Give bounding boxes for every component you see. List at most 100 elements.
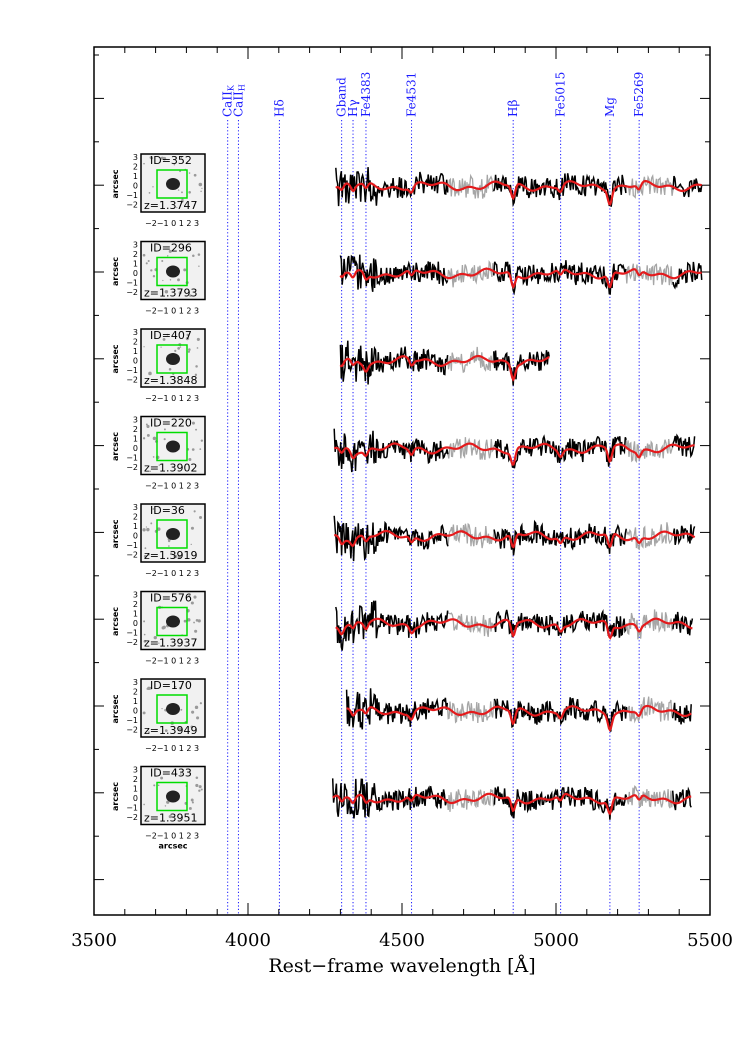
stamp-y-tick-label: 0 (133, 707, 138, 716)
stamp-y-axis-label: arcsec (111, 607, 120, 636)
slit-box (156, 169, 188, 199)
stamp-y-tick-label: 1 (133, 697, 138, 706)
spectral-line-label: Fe5269 (632, 72, 646, 117)
background-source (167, 539, 171, 543)
masked-spectrum-segment (625, 173, 674, 199)
background-source (168, 367, 172, 371)
stamp-y-tick-label: 2 (133, 513, 138, 522)
stamp-y-tick-label: −2 (126, 813, 138, 822)
background-source (147, 686, 151, 691)
stamp-y-tick-label: 3 (133, 416, 138, 425)
stamp-y-tick-label: 3 (133, 591, 138, 600)
masked-spectrum-segment (625, 522, 674, 551)
background-source (157, 784, 160, 787)
background-source (144, 547, 147, 550)
background-source (191, 421, 195, 425)
spectral-line-label: CaIIK (221, 84, 236, 117)
background-source (190, 725, 194, 729)
background-source (200, 190, 202, 193)
stamp-y-axis-label: arcsec (111, 432, 120, 461)
observed-spectrum-segment (671, 702, 692, 725)
masked-spectrum-segment (625, 439, 674, 463)
galaxy-redshift: z=1.3951 (144, 812, 197, 825)
stamp-y-tick-label: 0 (133, 444, 138, 453)
stamp-y-tick-label: 0 (133, 794, 138, 803)
background-source (153, 784, 156, 787)
x-tick-label: 4000 (225, 930, 271, 951)
spectral-line-label: Gband (335, 77, 349, 117)
background-source (178, 291, 182, 295)
masked-spectrum-segment (625, 785, 674, 809)
background-source (199, 448, 202, 451)
background-source (180, 156, 183, 159)
background-source (199, 515, 203, 519)
background-source (195, 365, 198, 368)
background-source (194, 705, 199, 710)
observed-spectrum-segment (345, 688, 449, 730)
stamp-y-tick-label: 3 (133, 678, 138, 687)
stamp-y-tick-label: 1 (133, 610, 138, 619)
x-axis-label: Rest−frame wavelength [Å] (268, 955, 535, 977)
stamp-y-tick-label: −1 (126, 454, 138, 463)
stamp-y-tick-label: 1 (133, 435, 138, 444)
spectral-line-label: Mg (603, 97, 617, 117)
galaxy-redshift: z=1.3793 (144, 287, 197, 300)
stamp-x-tick-labels: −2−1 0 1 2 3 (145, 657, 199, 666)
background-source (164, 729, 168, 733)
background-source (198, 785, 202, 789)
observed-spectrum-segment (671, 524, 696, 546)
background-source (147, 731, 150, 734)
galaxy-image (166, 528, 180, 540)
background-source (187, 618, 191, 622)
background-source (183, 619, 187, 623)
observed-spectrum-segment (493, 519, 627, 556)
stamp-y-axis-label: arcsec (111, 519, 120, 548)
background-source (164, 805, 167, 807)
background-source (188, 816, 190, 818)
galaxy-id: ID=576 (150, 592, 192, 605)
background-source (161, 708, 163, 710)
background-source (142, 528, 146, 532)
background-source (178, 686, 182, 690)
slit-box (156, 694, 188, 724)
background-source (173, 379, 177, 383)
observed-spectrum-segment (493, 350, 550, 386)
background-source (183, 268, 187, 272)
background-source (145, 262, 148, 265)
background-source (163, 428, 166, 431)
galaxy-id: ID=407 (150, 329, 192, 342)
galaxy-image (166, 790, 180, 803)
background-source (195, 428, 198, 431)
stamp-y-tick-label: 2 (133, 775, 138, 784)
x-tick-label: 3500 (71, 930, 117, 951)
background-source (174, 686, 177, 688)
background-source (189, 294, 192, 297)
background-source (190, 526, 194, 530)
background-source (191, 801, 194, 804)
masked-spectrum-segment (447, 522, 495, 549)
background-source (160, 776, 164, 780)
stamp-y-tick-label: 2 (133, 600, 138, 609)
model-spectrum (339, 267, 703, 289)
background-source (143, 803, 145, 806)
stamp-y-tick-label: −1 (126, 191, 138, 200)
slit-box (156, 781, 188, 812)
background-source (177, 555, 181, 559)
background-source (179, 346, 182, 348)
background-source (193, 510, 196, 513)
observed-spectrum-segment (671, 786, 692, 811)
background-source (145, 526, 148, 528)
stamp-y-axis-label: arcsec (111, 344, 120, 373)
galaxy-id: ID=433 (150, 767, 192, 780)
stamp-x-tick-labels: −2−1 0 1 2 3 (145, 482, 199, 491)
background-source (179, 773, 182, 775)
background-source (201, 187, 203, 190)
stamp-y-tick-label: 0 (133, 619, 138, 628)
background-source (195, 783, 199, 788)
background-source (196, 716, 200, 720)
background-source (146, 433, 150, 437)
background-source (142, 253, 146, 257)
background-source (178, 727, 182, 731)
